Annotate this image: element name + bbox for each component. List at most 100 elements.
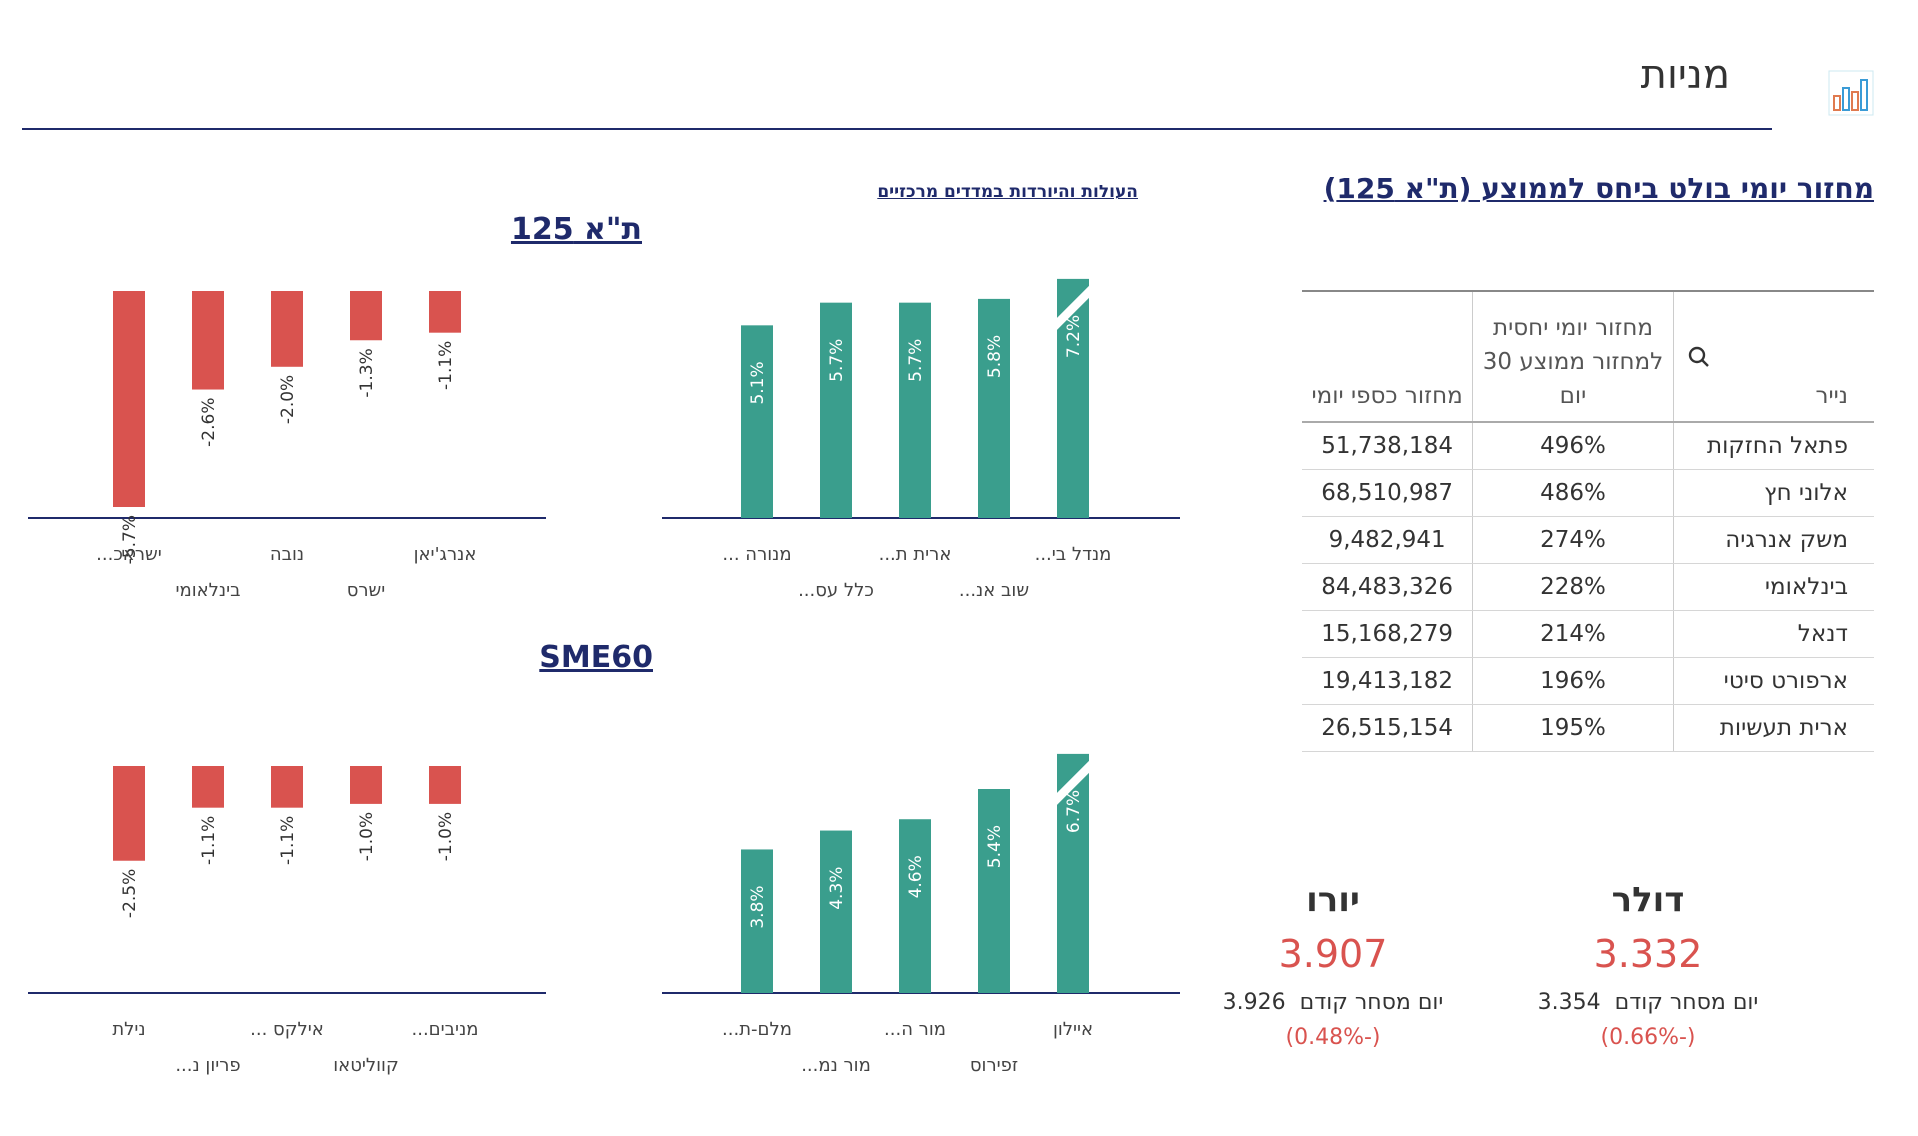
movers-link[interactable]: העולות והיורדות במדדים מרכזיים	[877, 182, 1138, 202]
table-row[interactable]: דנאל 214% 15,168,279	[1302, 610, 1874, 658]
gainer-label: מור נמ...	[801, 1055, 871, 1076]
turnover-ratio: 486%	[1472, 469, 1674, 517]
turnover-value: 68,510,987	[1302, 469, 1474, 517]
currency-value: 3.907	[1278, 932, 1388, 976]
turnover-value: 15,168,279	[1302, 610, 1474, 658]
previous-day: יום מסחר קודם 3.926	[1188, 990, 1478, 1015]
gainer-value-label: 3.8%	[748, 885, 768, 928]
loser-bar	[113, 291, 145, 507]
gainer-label: מנורה ...	[722, 544, 791, 565]
gainer-value-label: 4.3%	[827, 867, 847, 910]
turnover-ratio: 274%	[1472, 516, 1674, 564]
currency-card-euro: יורו 3.907 יום מסחר קודם 3.926 (-0.48%)	[1188, 880, 1478, 1050]
loser-label: ישראכ...	[96, 544, 162, 565]
turnover-value: 19,413,182	[1302, 657, 1474, 705]
turnover-title-link[interactable]: מחזור יומי בולט ביחס לממוצע (ת"א 125)	[1323, 172, 1874, 205]
loser-label: פריון נ...	[175, 1055, 240, 1076]
column-ratio[interactable]: מחזור יומי יחסית למחזור ממוצע 30 יום	[1472, 290, 1674, 423]
currency-name: דולר	[1611, 880, 1685, 920]
turnover-value: 51,738,184	[1302, 422, 1474, 470]
search-icon[interactable]	[1687, 345, 1711, 369]
currency-change: (-0.66%)	[1600, 1025, 1696, 1050]
currency-value: 3.332	[1593, 932, 1703, 976]
loser-bar	[113, 766, 145, 861]
gainer-label: איילון	[1053, 1019, 1093, 1040]
previous-day-value: 3.926	[1222, 990, 1286, 1015]
bar-break-mark	[1056, 284, 1090, 331]
table-row[interactable]: פתאל החזקות 496% 51,738,184	[1302, 422, 1874, 470]
loser-label: אילקס ...	[250, 1019, 324, 1040]
gainer-label: מור ה...	[884, 1019, 946, 1040]
gainer-value-label: 5.7%	[827, 339, 847, 382]
previous-day-label: יום מסחר קודם	[1299, 990, 1444, 1015]
loser-value-label: -1.0%	[357, 812, 377, 861]
bar-break-mark	[1056, 759, 1090, 806]
security-name[interactable]: אלוני חץ	[1673, 469, 1874, 517]
gainer-value-label: 6.7%	[1064, 790, 1084, 833]
index-title-ta125[interactable]: ת"א 125	[510, 212, 642, 247]
previous-day-value: 3.354	[1537, 990, 1601, 1015]
gainer-bar	[978, 789, 1010, 993]
table-row[interactable]: אלוני חץ 486% 68,510,987	[1302, 469, 1874, 517]
security-name[interactable]: בינלאומי	[1673, 563, 1874, 611]
gainer-bar	[978, 298, 1010, 518]
currency-card-dollar: דולר 3.332 יום מסחר קודם 3.354 (-0.66%)	[1503, 880, 1793, 1050]
table-row[interactable]: בינלאומי 228% 84,483,326	[1302, 563, 1874, 611]
loser-label: נובה	[270, 544, 304, 565]
gainer-value-label: 5.7%	[906, 339, 926, 382]
loser-value-label: -2.6%	[199, 398, 219, 447]
security-name[interactable]: דנאל	[1673, 610, 1874, 658]
turnover-ratio: 196%	[1472, 657, 1674, 705]
loser-value-label: -2.0%	[278, 375, 298, 424]
loser-bar	[350, 766, 382, 804]
loser-label: מניבים...	[412, 1019, 479, 1040]
loser-label: ישרס	[347, 580, 386, 601]
gainer-bar	[741, 849, 773, 993]
loser-value-label: -5.7%	[120, 515, 140, 564]
turnover-value: 84,483,326	[1302, 563, 1474, 611]
gainer-bar	[820, 830, 852, 993]
gainer-label: מנדל בי...	[1035, 544, 1112, 565]
index-title-sme60[interactable]: SME60	[539, 640, 653, 675]
bar-chart-icon	[1828, 70, 1874, 116]
gainer-value-label: 5.1%	[748, 361, 768, 404]
loser-label: נילת	[112, 1019, 145, 1040]
security-name[interactable]: ארית תעשיות	[1673, 704, 1874, 752]
loser-bar	[350, 291, 382, 341]
loser-label: קווליטאו	[333, 1055, 398, 1076]
table-row[interactable]: ארית תעשיות 195% 26,515,154	[1302, 704, 1874, 752]
turnover-ratio: 214%	[1472, 610, 1674, 658]
previous-day: יום מסחר קודם 3.354	[1503, 990, 1793, 1015]
security-name[interactable]: ארפורט סיטי	[1673, 657, 1874, 705]
loser-label: אנרג'יאן	[414, 544, 477, 565]
header-divider	[22, 128, 1772, 130]
loser-label: בינלאומי	[175, 580, 240, 601]
gainer-value-label: 4.6%	[906, 855, 926, 898]
gainer-bar	[741, 325, 773, 518]
loser-value-label: -1.1%	[278, 816, 298, 865]
loser-bar	[429, 291, 461, 333]
table-row[interactable]: ארפורט סיטי 196% 19,413,182	[1302, 657, 1874, 705]
previous-day-label: יום מסחר קודם	[1614, 990, 1759, 1015]
currency-name: יורו	[1306, 880, 1360, 920]
loser-bar	[271, 291, 303, 367]
loser-value-label: -1.3%	[357, 348, 377, 397]
column-value[interactable]: מחזור כספי יומי	[1302, 290, 1474, 423]
gainer-bar	[820, 302, 852, 518]
loser-bar	[192, 291, 224, 390]
security-name[interactable]: פתאל החזקות	[1673, 422, 1874, 470]
loser-bar	[192, 766, 224, 808]
column-security-label: נייר	[1815, 383, 1848, 409]
gainer-label: מלם-ת...	[722, 1019, 792, 1040]
loser-value-label: -1.1%	[199, 816, 219, 865]
gainer-value-label: 5.4%	[985, 825, 1005, 868]
turnover-ratio: 496%	[1472, 422, 1674, 470]
table-row[interactable]: משק אנרגיה 274% 9,482,941	[1302, 516, 1874, 564]
column-security[interactable]: נייר	[1673, 290, 1874, 423]
turnover-value: 26,515,154	[1302, 704, 1474, 752]
gainer-label: כלל עס...	[798, 580, 874, 601]
security-name[interactable]: משק אנרגיה	[1673, 516, 1874, 564]
loser-bar	[429, 766, 461, 804]
gainer-value-label: 7.2%	[1064, 315, 1084, 358]
